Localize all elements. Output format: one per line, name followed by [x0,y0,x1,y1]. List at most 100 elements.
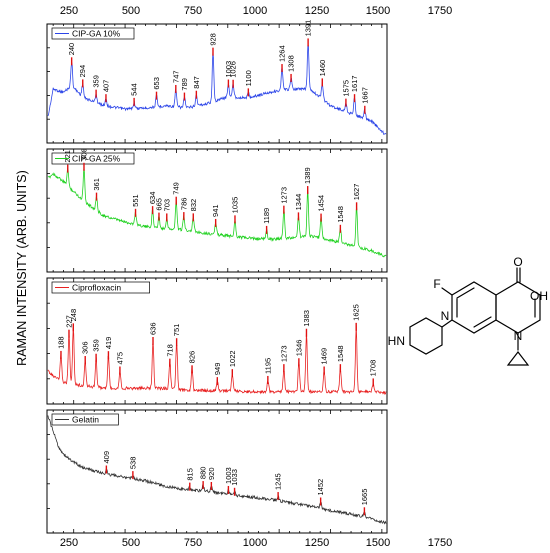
peak-label: 227 [64,315,73,328]
peak-label: 634 [148,192,157,205]
peak-label: 306 [81,342,90,355]
peak-label: 1100 [244,70,253,86]
peak-label: 1195 [263,358,272,374]
peak-label: 409 [102,451,111,464]
panel-frame [46,23,388,144]
peak-label: 294 [78,65,87,78]
peak-label: 1389 [303,167,312,184]
atom-HN: HN [388,334,405,348]
peak-label: 1625 [352,304,361,321]
spectrum-line [47,44,387,136]
spectrum-line [47,415,387,525]
peak-label: 941 [211,204,220,217]
peak-label: 551 [131,194,140,207]
pyridone-ring [495,281,541,334]
peak-label: 1344 [294,194,303,211]
peak-label: 1617 [350,75,359,92]
top-tick-label: 500 [122,5,140,17]
legend-box [51,27,135,40]
peak-label: 538 [128,457,137,470]
peak-label: 361 [92,178,101,191]
peak-label: 1627 [352,184,361,201]
top-tick-label: 1250 [305,5,329,17]
legend-label: CIP-GA 25% [72,154,121,164]
legend: CIP-GA 10% [51,27,135,40]
top-tick-label: 1750 [428,5,452,17]
legend-box [51,413,119,426]
peak-label: 920 [207,467,216,480]
y-axis-label: RAMAN INTENSITY (ARB. UNITS) [15,170,29,366]
bottom-tick-label: 1250 [305,537,329,549]
peak-label: 949 [213,363,222,376]
peak-label: 1548 [336,345,345,362]
peak-label: 240 [67,43,76,56]
legend: Gelatin [51,413,119,426]
legend-label: CIP-GA 10% [72,29,121,39]
peak-label: 1667 [360,87,369,104]
peak-label: 928 [208,33,217,46]
structure-atom-labels: F O O OH HN N N [388,255,548,348]
peak-label: 815 [185,468,194,481]
peak-label: 407 [101,80,110,93]
peak-label: 1452 [316,479,325,496]
peak-label: 359 [92,75,101,88]
peak-label: 826 [188,351,197,364]
peak-label: 1548 [336,206,345,223]
panel-frame [46,409,388,534]
peak-label: 300 [79,148,88,161]
spectrum-line [47,167,387,258]
legend-box [51,281,150,294]
legend: CIP-GA 25% [51,152,135,165]
peak-label: 419 [104,337,113,350]
top-tick-label: 250 [60,5,78,17]
peak-label: 653 [152,77,161,90]
peak-label: 847 [192,76,201,89]
peak-label: 1033 [230,469,239,486]
peak-label: 188 [56,336,65,349]
cyclopropyl-ring [506,351,530,366]
peak-label: 751 [172,324,181,337]
peak-label: 475 [115,352,124,365]
bottom-tick-label: 1000 [243,537,267,549]
top-axis-ticks: 250 500 750 1000 1250 1500 1750 [60,5,452,17]
peak-label: 786 [179,198,188,211]
peak-label: 1003 [224,61,233,78]
peak-label: 749 [172,182,181,195]
peak-label: 1391 [304,20,313,37]
legend: Ciprofloxacin [51,281,150,294]
peak-label: 718 [165,344,174,357]
top-tick-label: 1000 [243,5,267,17]
atom-OH: OH [530,289,548,303]
bottom-tick-label: 500 [122,537,140,549]
peak-label: 1189 [262,208,271,224]
peak-label: 665 [154,198,163,211]
top-tick-label: 750 [184,5,202,17]
peak-label: 880 [199,467,208,480]
peak-label: 1346 [294,340,303,357]
peak-label: 1003 [224,467,233,484]
peak-label: 1273 [279,187,288,204]
peak-label: 1708 [369,360,378,377]
bottom-tick-label: 250 [60,537,78,549]
peak-label: 1035 [230,197,239,214]
bottom-tick-label: 750 [184,537,202,549]
peak-label: 636 [149,322,158,335]
atom-F: F [433,277,440,291]
peak-label: 1383 [302,310,311,327]
peak-label: 248 [69,309,78,322]
piperazine-ring [409,317,443,355]
peak-label: 1460 [318,60,327,77]
peak-label: 1264 [278,45,287,62]
legend-box [51,152,135,165]
legend-label: Ciprofloxacin [72,283,121,293]
peak-label: 1575 [341,80,350,97]
peak-label: 1665 [360,489,369,506]
peak-label: 1273 [279,345,288,362]
peak-label: 1469 [320,348,329,365]
